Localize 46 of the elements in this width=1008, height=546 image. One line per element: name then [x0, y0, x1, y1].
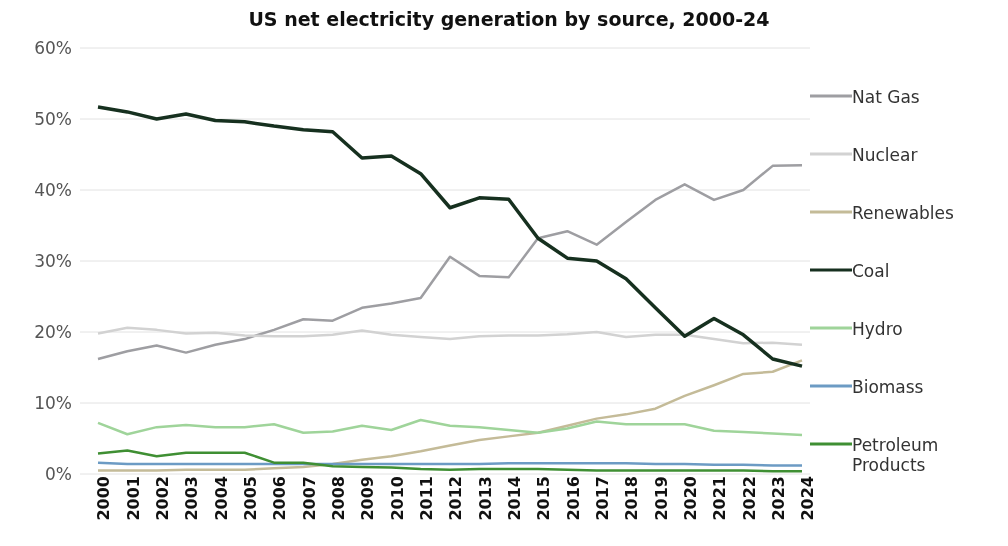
x-tick-label: 2022	[739, 476, 759, 521]
x-tick-label: 2000	[94, 476, 114, 521]
x-tick-label: 2003	[182, 476, 202, 521]
x-tick-label: 2014	[505, 476, 525, 521]
x-tick-label: 2015	[534, 476, 554, 521]
y-tick-label: 30%	[34, 251, 72, 272]
x-tick-label: 2001	[123, 476, 143, 521]
line-series	[96, 418, 804, 437]
x-tick-label: 2017	[593, 476, 613, 521]
x-tick-label: 2008	[329, 476, 349, 521]
x-tick-label: 2018	[622, 476, 642, 521]
legend-label: Petroleum Products	[852, 435, 940, 475]
y-tick-label: 40%	[34, 180, 72, 201]
x-tick-label: 2004	[211, 476, 231, 521]
x-tick-label: 2010	[387, 476, 407, 521]
legend-label: Biomass	[852, 377, 925, 397]
y-tick-label: 0%	[45, 464, 72, 485]
y-tick-label: 60%	[34, 38, 72, 59]
x-tick-label: 2006	[270, 476, 290, 521]
y-tick-label: 10%	[34, 393, 72, 414]
x-tick-label: 2005	[241, 476, 261, 521]
x-tick-label: 2011	[417, 476, 437, 521]
x-tick-label: 2009	[358, 476, 378, 521]
x-tick-label: 2012	[446, 476, 466, 521]
x-tick-label: 2007	[299, 476, 319, 521]
y-tick-label: 50%	[34, 109, 72, 130]
y-tick-label: 20%	[34, 322, 72, 343]
x-tick-label: 2024	[798, 476, 818, 521]
chart-title: US net electricity generation by source, 2000-24	[247, 8, 771, 32]
x-tick-label: 2013	[475, 476, 495, 521]
x-tick-label: 2021	[710, 476, 730, 521]
x-tick-label: 2023	[769, 476, 789, 521]
legend-label: Coal	[852, 261, 891, 281]
line-series	[96, 449, 804, 473]
line-series	[96, 326, 804, 347]
x-tick-label: 2020	[681, 476, 701, 521]
legend-label: Hydro	[852, 319, 904, 339]
x-tick-label: 2016	[563, 476, 583, 521]
legend-label: Renewables	[852, 203, 955, 223]
legend-label: Nuclear	[852, 145, 919, 165]
legend-label: Nat Gas	[852, 87, 921, 107]
line-series	[96, 163, 804, 361]
x-tick-label: 2019	[651, 476, 671, 521]
x-tick-label: 2002	[153, 476, 173, 521]
line-series	[96, 359, 804, 472]
line-series	[96, 105, 804, 368]
